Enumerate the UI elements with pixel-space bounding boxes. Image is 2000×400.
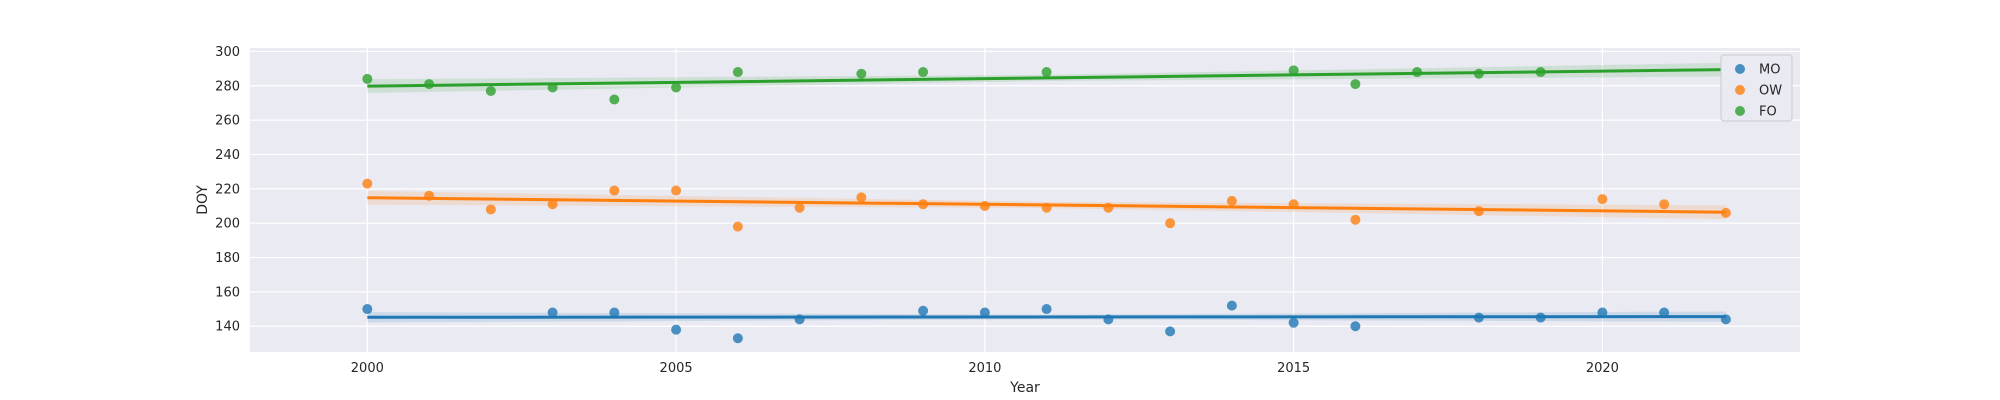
point-fo	[671, 82, 682, 93]
point-fo	[1350, 79, 1361, 90]
y-tick-label: 160	[215, 285, 240, 300]
x-tick-label: 2000	[351, 361, 384, 376]
point-fo	[362, 73, 373, 84]
point-fo	[918, 67, 929, 78]
point-ow	[1226, 195, 1237, 206]
trend-line-mo	[367, 315, 1726, 319]
legend-marker-ow	[1735, 85, 1745, 95]
point-ow	[485, 204, 496, 215]
point-ow	[1720, 207, 1731, 218]
point-fo	[1535, 67, 1546, 78]
x-tick-label: 2010	[968, 361, 1001, 376]
x-tick-label: 2015	[1277, 361, 1310, 376]
point-fo	[547, 82, 558, 93]
point-ow	[1165, 218, 1176, 229]
point-fo	[424, 79, 435, 90]
legend-label-fo: FO	[1759, 105, 1777, 120]
point-ow	[979, 201, 990, 212]
point-mo	[1041, 304, 1052, 315]
point-ow	[856, 192, 867, 203]
y-tick-label: 180	[215, 251, 240, 266]
point-mo	[1350, 321, 1361, 332]
y-tick-labels: 140 160 180 200 220 240 260 280 300	[215, 45, 240, 335]
y-tick-label: 280	[215, 79, 240, 94]
point-ow	[671, 185, 682, 196]
legend-marker-mo	[1735, 64, 1745, 74]
point-fo	[1412, 67, 1423, 78]
point-fo	[1041, 67, 1052, 78]
data-points	[362, 65, 1731, 344]
legend-label-ow: OW	[1759, 84, 1782, 99]
x-axis-label: Year	[1009, 380, 1040, 396]
legend-marker-fo	[1735, 106, 1745, 116]
y-tick-label: 240	[215, 148, 240, 163]
point-mo	[1165, 326, 1176, 337]
y-tick-label: 220	[215, 182, 240, 197]
y-tick-label: 260	[215, 114, 240, 129]
point-fo	[485, 85, 496, 96]
point-ow	[1350, 214, 1361, 225]
legend-label-mo: MO	[1759, 63, 1780, 78]
point-mo	[1103, 314, 1114, 325]
point-ow	[1659, 199, 1670, 210]
point-mo	[609, 307, 620, 318]
point-fo	[732, 67, 743, 78]
point-ow	[609, 185, 620, 196]
point-mo	[547, 307, 558, 318]
legend: MO OW FO	[1720, 54, 1793, 122]
point-mo	[794, 314, 805, 325]
point-mo	[979, 307, 990, 318]
point-ow	[1597, 194, 1608, 205]
grid-lines	[250, 48, 1800, 352]
point-fo	[1288, 65, 1299, 76]
point-mo	[1535, 312, 1546, 323]
point-ow	[1103, 202, 1114, 213]
y-axis-label: DOY	[195, 185, 211, 215]
y-tick-label: 300	[215, 45, 240, 60]
point-ow	[1288, 199, 1299, 210]
y-tick-label: 140	[215, 320, 240, 335]
point-ow	[732, 221, 743, 232]
point-mo	[918, 305, 929, 316]
point-mo	[1597, 307, 1608, 318]
point-ow	[362, 178, 373, 189]
point-ow	[918, 199, 929, 210]
point-mo	[1659, 307, 1670, 318]
point-fo	[856, 68, 867, 79]
point-mo	[732, 333, 743, 344]
x-tick-label: 2005	[660, 361, 693, 376]
point-mo	[1288, 317, 1299, 328]
point-ow	[424, 190, 435, 201]
point-mo	[362, 304, 373, 315]
trend-line-fo	[367, 68, 1726, 88]
point-mo	[1226, 300, 1237, 311]
point-ow	[547, 199, 558, 210]
point-mo	[671, 324, 682, 335]
point-ow	[1041, 202, 1052, 213]
point-mo	[1473, 312, 1484, 323]
point-ow	[794, 202, 805, 213]
x-tick-label: 2020	[1586, 361, 1619, 376]
point-ow	[1473, 206, 1484, 217]
legend-items: MO OW FO	[1735, 63, 1782, 120]
point-mo	[1720, 314, 1731, 325]
point-fo	[1473, 68, 1484, 79]
point-fo	[609, 94, 620, 105]
y-tick-label: 200	[215, 217, 240, 232]
x-tick-labels: 2000 2005 2010 2015 2020	[351, 361, 1619, 376]
